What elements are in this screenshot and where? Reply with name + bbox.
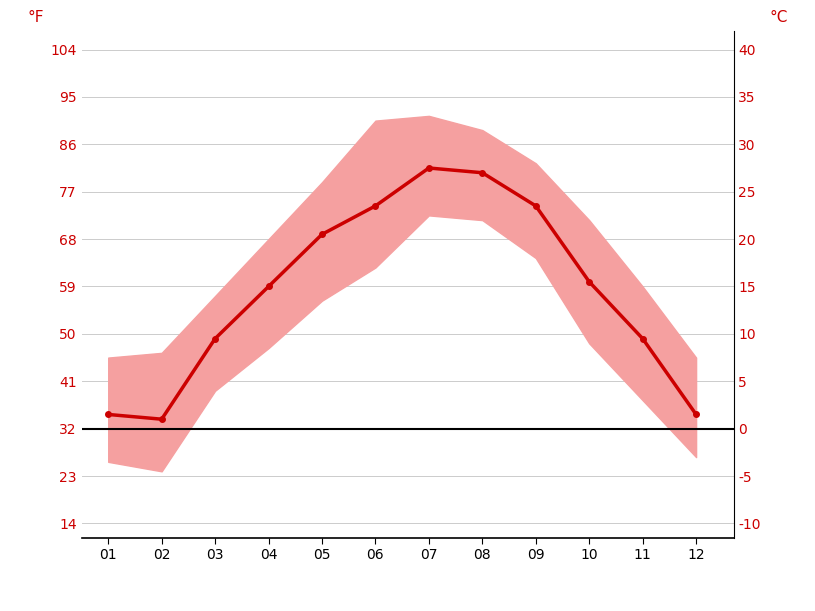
Text: °F: °F	[28, 10, 44, 26]
Text: °C: °C	[770, 10, 788, 26]
